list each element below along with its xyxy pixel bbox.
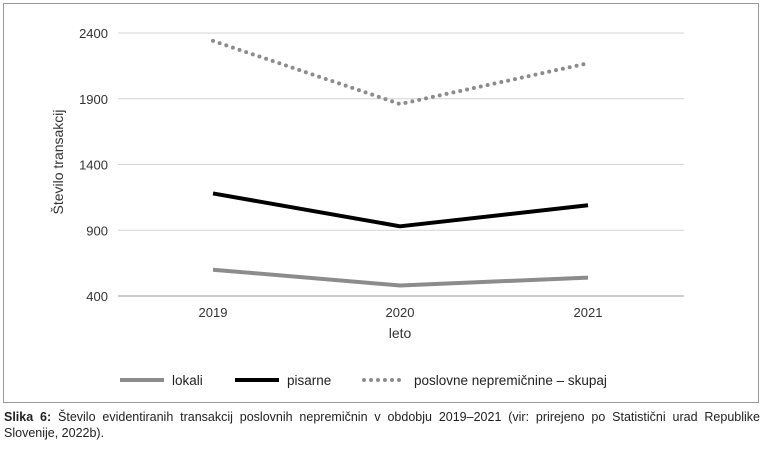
y-axis-title: Število transakcij: [50, 109, 66, 214]
gridlines: [118, 32, 684, 297]
x-axis-title: leto: [389, 325, 412, 341]
y-tick-labels: 400 900 1400 1900 2400: [79, 26, 108, 304]
x-tick-label: 2019: [199, 305, 228, 320]
series-line-poslovne: [211, 38, 590, 107]
legend-label: lokali: [172, 373, 203, 388]
figure-caption: Slika 6: Število evidentiranih transakci…: [4, 409, 760, 441]
series-lines: [211, 38, 590, 288]
y-tick-label: 1400: [79, 158, 108, 173]
x-tick-labels: 2019 2020 2021: [199, 305, 603, 320]
caption-label: Slika 6:: [4, 410, 52, 424]
y-tick-label: 2400: [79, 26, 108, 41]
legend-label: poslovne nepremičnine – skupaj: [414, 373, 607, 388]
x-tick-label: 2021: [574, 305, 603, 320]
x-tick-label: 2020: [386, 305, 415, 320]
legend: lokali pisarne poslovne nepremičnine – sku…: [120, 373, 607, 388]
legend-label: pisarne: [287, 373, 331, 388]
line-chart: 400 900 1400 1900 2400 2019 2020 2021 Število …: [50, 26, 684, 388]
series-line-lokali: [212, 267, 589, 288]
caption-text: Število evidentiranih transakcij poslovn…: [4, 410, 760, 440]
y-tick-label: 400: [86, 289, 108, 304]
y-tick-label: 1900: [79, 92, 108, 107]
y-tick-label: 900: [86, 223, 108, 238]
chart-frame: [3, 3, 759, 403]
series-line-pisarne: [212, 191, 589, 229]
